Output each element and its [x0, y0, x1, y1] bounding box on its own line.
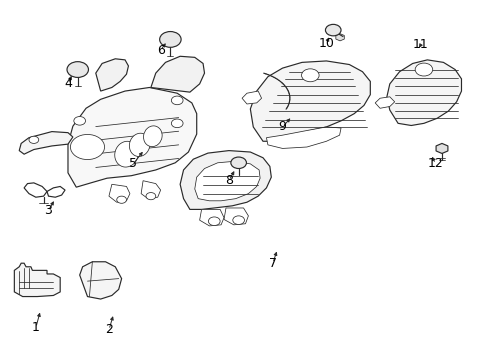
Polygon shape — [242, 91, 261, 104]
Polygon shape — [96, 59, 128, 91]
Circle shape — [171, 119, 183, 128]
Polygon shape — [266, 127, 340, 148]
Polygon shape — [14, 263, 60, 297]
Polygon shape — [374, 97, 394, 108]
Circle shape — [146, 193, 156, 200]
Text: 5: 5 — [129, 157, 137, 170]
Polygon shape — [224, 208, 248, 225]
Circle shape — [117, 196, 126, 203]
Polygon shape — [109, 184, 130, 202]
Text: 3: 3 — [44, 204, 52, 217]
Polygon shape — [194, 161, 260, 201]
Text: 11: 11 — [412, 38, 428, 51]
Circle shape — [29, 136, 39, 143]
Circle shape — [301, 69, 319, 82]
Circle shape — [74, 117, 85, 125]
Circle shape — [414, 63, 432, 76]
Ellipse shape — [115, 141, 138, 167]
Circle shape — [171, 96, 183, 105]
Text: 12: 12 — [427, 157, 443, 170]
Text: 7: 7 — [268, 257, 276, 270]
Text: 9: 9 — [278, 121, 286, 134]
Text: 10: 10 — [318, 36, 334, 50]
Circle shape — [208, 217, 220, 226]
Text: 8: 8 — [224, 174, 232, 187]
Polygon shape — [24, 183, 47, 197]
Circle shape — [67, 62, 88, 77]
Circle shape — [232, 216, 244, 225]
Circle shape — [325, 24, 340, 36]
Polygon shape — [250, 61, 369, 141]
Ellipse shape — [129, 133, 150, 157]
Polygon shape — [386, 60, 461, 126]
Polygon shape — [199, 210, 224, 226]
Ellipse shape — [143, 126, 162, 147]
Polygon shape — [435, 143, 447, 153]
Circle shape — [230, 157, 246, 168]
Polygon shape — [180, 150, 271, 210]
Text: 6: 6 — [156, 44, 164, 57]
Text: 2: 2 — [105, 323, 113, 336]
Polygon shape — [141, 181, 160, 199]
Circle shape — [70, 134, 104, 159]
Polygon shape — [151, 56, 204, 92]
Polygon shape — [80, 262, 122, 299]
Polygon shape — [47, 186, 65, 197]
Text: 4: 4 — [64, 77, 72, 90]
Polygon shape — [68, 87, 196, 187]
Text: 1: 1 — [32, 321, 40, 334]
Polygon shape — [335, 34, 344, 41]
Polygon shape — [19, 132, 73, 154]
Polygon shape — [233, 158, 243, 167]
Circle shape — [159, 32, 181, 47]
